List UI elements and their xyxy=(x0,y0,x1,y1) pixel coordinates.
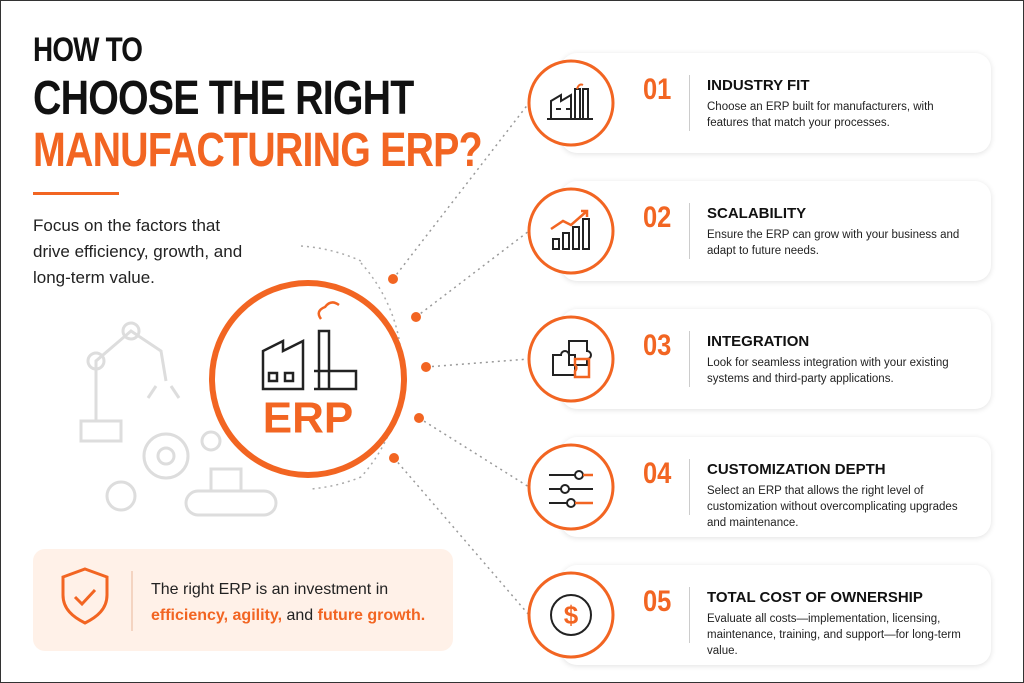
title-line: HOW TO xyxy=(33,31,143,69)
icon-glyph xyxy=(547,83,593,120)
factor-icon xyxy=(527,59,615,147)
icon-ring xyxy=(527,571,615,659)
check-icon xyxy=(73,588,97,607)
intro-text: Focus on the factors that drive efficien… xyxy=(33,216,243,287)
svg-text:$: $ xyxy=(564,600,579,630)
title-underline xyxy=(33,192,119,195)
connector-line xyxy=(425,358,530,368)
robot-arm-illustration xyxy=(79,321,278,517)
factor-number: 05 xyxy=(643,585,672,618)
factor-description: Look for seamless integration with your … xyxy=(707,357,949,385)
factor-description: Choose an ERP built for manufacturers, w… xyxy=(707,101,934,129)
shield-icon xyxy=(61,567,109,625)
factor-divider xyxy=(689,459,690,515)
factor-number: 02 xyxy=(643,201,672,234)
erp-circle xyxy=(209,280,407,478)
factor-number: 04 xyxy=(643,457,672,490)
factor-card: 01 INDUSTRY FIT Choose an ERP built for ma… xyxy=(561,53,991,153)
connector-dot xyxy=(421,362,431,372)
icon-glyph xyxy=(552,340,592,379)
factor-icon xyxy=(527,443,615,531)
icon-glyph xyxy=(549,470,593,508)
icon-ring xyxy=(527,443,615,531)
factor-card: 03 INTEGRATION Look for seamless integrati… xyxy=(561,309,991,409)
factor-divider xyxy=(689,75,690,131)
connector-dot xyxy=(411,312,421,322)
erp-label: ERP xyxy=(263,394,353,443)
factor-title: TOTAL COST OF OWNERSHIP xyxy=(707,589,923,606)
factor-title: CUSTOMIZATION DEPTH xyxy=(707,461,886,478)
callout-highlight: future growth. xyxy=(317,607,426,624)
icon-ring xyxy=(527,187,615,275)
factor-description: Select an ERP that allows the right leve… xyxy=(707,485,958,529)
connector-dot xyxy=(414,413,424,423)
title-line: MANUFACTURING ERP? xyxy=(33,124,483,177)
connector-dot xyxy=(389,453,399,463)
icon-ring xyxy=(527,315,615,403)
connector-line xyxy=(392,102,530,280)
connectors xyxy=(388,102,530,616)
factor-divider xyxy=(689,331,690,387)
factor-title: SCALABILITY xyxy=(707,205,807,222)
factor-title: INTEGRATION xyxy=(707,333,810,350)
callout-text: The right ERP is an investment in effici… xyxy=(151,577,441,629)
factor-divider xyxy=(689,203,690,259)
title-line: CHOOSE THE RIGHT xyxy=(33,72,414,125)
connector-dot xyxy=(388,274,398,284)
factor-divider xyxy=(689,587,690,643)
factor-description: Ensure the ERP can grow with your busine… xyxy=(707,229,960,257)
factor-icon: $ xyxy=(527,571,615,659)
factor-title: INDUSTRY FIT xyxy=(707,77,810,94)
connector-line xyxy=(393,457,530,616)
callout-highlight: efficiency, agility, xyxy=(151,607,283,624)
factor-icon xyxy=(527,315,615,403)
factor-card: 02 SCALABILITY Ensure the ERP can grow wit… xyxy=(561,181,991,281)
factor-number: 03 xyxy=(643,329,672,362)
connector-line xyxy=(418,417,530,488)
factor-icon xyxy=(527,187,615,275)
icon-glyph: $ xyxy=(550,594,592,636)
callout-box xyxy=(33,549,453,651)
callout-joiner: and xyxy=(286,607,314,624)
callout-lead: The right ERP is an investment in xyxy=(151,581,389,598)
icon-glyph xyxy=(550,209,590,250)
connector-line xyxy=(415,230,530,318)
factor-description: Evaluate all costs—implementation, licen… xyxy=(707,613,961,657)
factory-icon xyxy=(261,301,358,391)
factor-card: 05 TOTAL COST OF OWNERSHIP Evaluate all co… xyxy=(561,565,991,665)
factor-number: 01 xyxy=(643,73,672,106)
dotted-arc xyxy=(310,476,362,490)
factor-card: 04 CUSTOMIZATION DEPTH Select an ERP that … xyxy=(561,437,991,537)
dotted-arc xyxy=(300,245,362,262)
